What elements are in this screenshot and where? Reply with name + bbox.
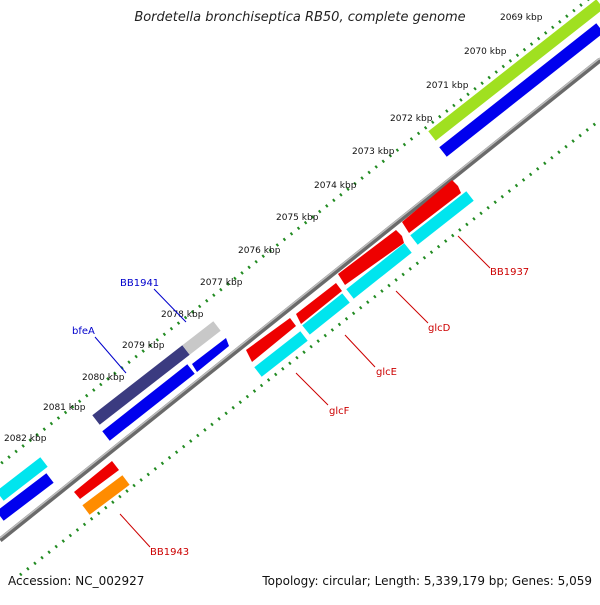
tick-label: 2069 kbp	[500, 13, 543, 23]
leader-bb1937	[457, 235, 491, 269]
cds-bar-blue[interactable]	[0, 473, 54, 521]
inner-tick-track	[19, 118, 600, 577]
cds-bar-cyan[interactable]	[254, 331, 308, 377]
tick-labels: 2069 kbp 2070 kbp 2071 kbp 2072 kbp 2073…	[4, 13, 543, 444]
cds-arrow-blue[interactable]	[192, 338, 229, 372]
cds-arrow-red[interactable]	[246, 318, 296, 362]
tick-label: 2080 kbp	[82, 373, 125, 383]
tick-label: 2077 kbp	[200, 278, 243, 288]
leader-glcd	[395, 290, 429, 324]
map-title: Bordetella bronchiseptica RB50, complete…	[134, 10, 466, 25]
cds-bar-orange[interactable]	[82, 475, 130, 515]
cds-arrow-red[interactable]	[296, 283, 342, 324]
leader-glcf	[295, 372, 329, 406]
gene-labels: BB1941 bfeA BB1937 glcD glcE glcF BB1943	[72, 267, 529, 558]
leader-bb1943	[119, 513, 151, 548]
cds-arrow-red[interactable]	[74, 461, 119, 499]
tick-label: 2075 kbp	[276, 213, 319, 223]
leader-bfea	[94, 336, 127, 374]
reverse-cds-track	[74, 180, 474, 515]
tick-label: 2078 kbp	[161, 310, 204, 320]
gene-label-bb1941[interactable]: BB1941	[120, 278, 159, 289]
cds-arrow-red[interactable]	[402, 180, 461, 233]
gene-label-bb1937[interactable]: BB1937	[490, 267, 529, 278]
cds-bar-blue[interactable]	[102, 364, 195, 441]
cds-bar-blue[interactable]	[439, 23, 600, 157]
backbone-highlight	[0, 57, 600, 539]
backbone-line	[0, 58, 600, 542]
cds-bar-lime[interactable]	[428, 0, 600, 141]
gene-label-glcd[interactable]: glcD	[428, 323, 451, 334]
gene-bar-bb1941[interactable]	[182, 321, 221, 355]
tick-label: 2076 kbp	[238, 246, 281, 256]
tick-label: 2072 kbp	[390, 114, 433, 124]
cds-bar-cyan[interactable]	[0, 457, 48, 501]
cds-bar-cyan[interactable]	[302, 293, 350, 335]
gene-label-bfea[interactable]: bfeA	[72, 326, 95, 337]
leader-glce	[344, 334, 376, 368]
tick-label: 2070 kbp	[464, 47, 507, 57]
outer-tick-track	[0, 0, 590, 467]
gene-label-glce[interactable]: glcE	[376, 367, 397, 378]
accession-text: Accession: NC_002927	[8, 574, 145, 588]
gene-bar-bfea[interactable]	[92, 345, 190, 425]
gene-label-glcf[interactable]: glcF	[329, 406, 350, 417]
tick-label: 2074 kbp	[314, 181, 357, 191]
tick-label: 2081 kbp	[43, 403, 86, 413]
cds-arrow-red[interactable]	[338, 230, 404, 285]
tick-label: 2073 kbp	[352, 147, 395, 157]
gene-label-bb1943[interactable]: BB1943	[150, 547, 189, 558]
leader-bb1941	[153, 288, 187, 323]
tick-label: 2071 kbp	[426, 81, 469, 91]
cds-bar-cyan[interactable]	[346, 243, 412, 299]
forward-cds-track	[0, 0, 600, 521]
tick-label: 2082 kbp	[4, 434, 47, 444]
genome-summary-text: Topology: circular; Length: 5,339,179 bp…	[262, 574, 592, 588]
cds-bar-cyan[interactable]	[410, 191, 474, 245]
leader-lines	[94, 235, 491, 548]
tick-label: 2079 kbp	[122, 341, 165, 351]
